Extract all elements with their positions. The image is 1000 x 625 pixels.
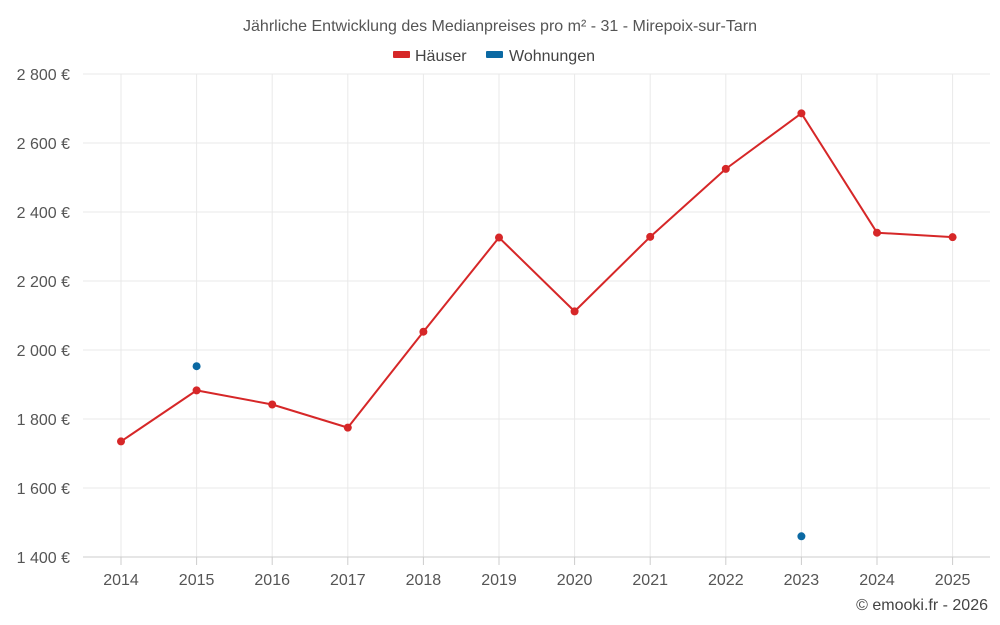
legend-swatch-h-user xyxy=(393,51,410,58)
x-tick-label: 2021 xyxy=(632,572,668,589)
data-point-h-user[interactable] xyxy=(721,164,730,173)
y-tick-label: 2 600 € xyxy=(17,136,70,153)
x-tick-label: 2016 xyxy=(254,572,290,589)
legend-label-wohnungen: Wohnungen xyxy=(509,48,595,65)
legend-item-h-user[interactable]: Häuser xyxy=(393,48,467,65)
legend[interactable]: Häuser Wohnungen xyxy=(393,48,595,65)
x-tick-label: 2024 xyxy=(859,572,895,589)
data-point-h-user[interactable] xyxy=(646,232,655,241)
y-tick-label: 2 200 € xyxy=(17,274,70,291)
chart-title: Jährliche Entwicklung des Medianpreises … xyxy=(243,18,757,35)
x-tick-label: 2017 xyxy=(330,572,366,589)
data-point-h-user[interactable] xyxy=(192,386,201,395)
data-point-h-user[interactable] xyxy=(268,400,277,409)
legend-swatch-wohnungen xyxy=(486,51,503,58)
data-point-h-user[interactable] xyxy=(419,327,428,336)
data-point-h-user[interactable] xyxy=(797,109,806,118)
data-point-h-user[interactable] xyxy=(948,233,957,242)
y-tick-label: 1 800 € xyxy=(17,412,70,429)
x-tick-label: 2023 xyxy=(784,572,820,589)
data-point-h-user[interactable] xyxy=(343,423,352,432)
x-tick-label: 2015 xyxy=(179,572,215,589)
grid-lines xyxy=(83,73,990,558)
credit-text: © emooki.fr - 2026 xyxy=(856,597,988,614)
data-point-h-user[interactable] xyxy=(117,437,125,446)
data-point-wohnungen[interactable] xyxy=(192,362,201,371)
y-tick-label: 1 600 € xyxy=(17,481,70,498)
data-point-h-user[interactable] xyxy=(495,233,503,242)
y-tick-label: 2 800 € xyxy=(17,67,70,84)
x-tick-label: 2020 xyxy=(557,572,593,589)
y-tick-label: 2 400 € xyxy=(17,205,70,222)
x-tick-label: 2018 xyxy=(406,572,442,589)
y-tick-label: 1 400 € xyxy=(17,550,70,567)
x-axis: 2014 2015 2016 2017 2018 2019 2020 2021 2022 2023… xyxy=(83,556,990,589)
legend-item-wohnungen[interactable]: Wohnungen xyxy=(486,48,595,65)
data-point-h-user[interactable] xyxy=(570,307,579,316)
x-tick-label: 2022 xyxy=(708,572,744,589)
y-tick-label: 2 000 € xyxy=(17,343,70,360)
y-axis: 1 400 € 1 600 € 1 800 € 2 000 € 2 200 € 2 400… xyxy=(17,67,70,567)
x-tick-label: 2014 xyxy=(103,572,139,589)
data-point-h-user[interactable] xyxy=(873,228,881,237)
series-line-h-user xyxy=(120,112,953,443)
series-layer xyxy=(117,109,957,541)
x-tick-label: 2019 xyxy=(481,572,517,589)
x-tick-label: 2025 xyxy=(935,572,971,589)
legend-label-h-user: Häuser xyxy=(415,48,467,65)
data-point-wohnungen[interactable] xyxy=(797,532,806,541)
